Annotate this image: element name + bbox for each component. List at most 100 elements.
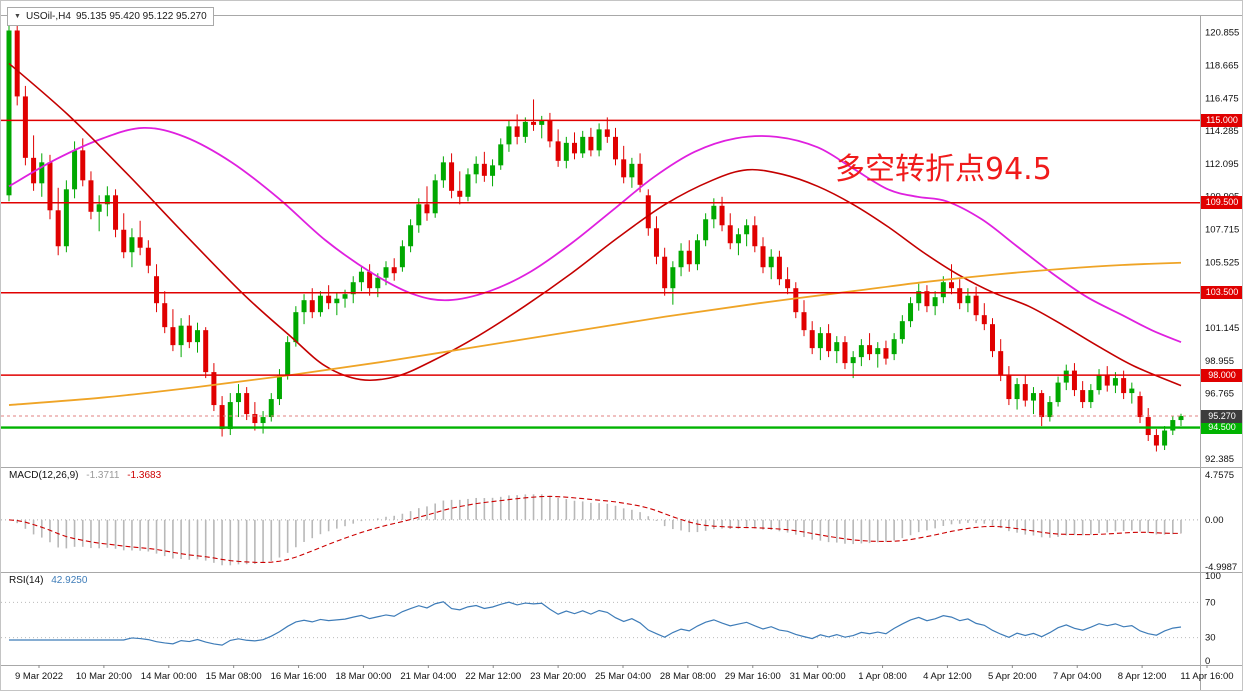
candle-body: [162, 303, 168, 328]
candle-body: [752, 225, 758, 247]
candle-body: [973, 295, 979, 316]
candle-body: [383, 267, 389, 278]
price-axis-label: 98.955: [1205, 356, 1234, 367]
candle-body: [1022, 384, 1028, 401]
price-axis-label: 92.385: [1205, 454, 1234, 465]
price-axis-label: 107.715: [1205, 225, 1239, 236]
time-axis-label: 25 Mar 04:00: [595, 671, 651, 682]
rsi-axis-label: 0: [1205, 656, 1210, 667]
candle-body: [342, 294, 348, 299]
candle-body: [580, 136, 586, 154]
candle-body: [998, 351, 1004, 376]
candle-body: [801, 312, 807, 331]
candle-body: [1104, 375, 1110, 386]
candle-body: [1055, 382, 1061, 403]
candle-body: [531, 121, 537, 125]
candle-body: [1063, 370, 1069, 383]
candle-body: [572, 142, 578, 154]
candle-body: [506, 126, 512, 145]
candle-body: [104, 195, 110, 205]
candle-body: [514, 126, 520, 137]
resistance-price-badge: 115.000: [1201, 113, 1242, 127]
macd-signal-line: [8, 495, 1182, 564]
rsi-axis-label: 70: [1205, 597, 1216, 608]
time-axis-label: 28 Mar 08:00: [660, 671, 716, 682]
candle-body: [1088, 390, 1094, 403]
candle-body: [867, 345, 873, 355]
candle-body: [629, 163, 635, 178]
candle-body: [1006, 375, 1012, 400]
candle-body: [858, 345, 864, 358]
candle-body: [645, 195, 651, 229]
collapse-arrow-icon[interactable]: ▼: [14, 13, 21, 20]
time-axis-label: 7 Apr 04:00: [1053, 671, 1102, 682]
candle-body: [72, 150, 78, 190]
resistance-price-badge: 98.000: [1201, 368, 1242, 382]
candle-body: [449, 162, 455, 191]
candle-body: [203, 330, 209, 373]
candle-body: [154, 276, 160, 304]
time-axis-label: 11 Apr 16:00: [1180, 671, 1233, 682]
rsi-indicator-label: RSI(14) 42.9250: [9, 575, 92, 586]
time-axis-label: 5 Apr 20:00: [988, 671, 1037, 682]
candle-body: [252, 414, 258, 424]
candle-body: [211, 372, 217, 406]
time-axis-label: 14 Mar 00:00: [141, 671, 197, 682]
candle-body: [981, 315, 987, 325]
macd-main-value: -1.3711: [86, 470, 120, 481]
time-axis-label: 29 Mar 16:00: [725, 671, 781, 682]
candle-body: [1129, 388, 1135, 394]
candle-body: [834, 342, 840, 352]
candle-body: [957, 288, 963, 304]
candle-body: [916, 291, 922, 304]
symbol-timeframe-label: USOil-,H4: [25, 11, 71, 22]
candle-body: [924, 291, 930, 307]
ma-red: [8, 62, 1182, 387]
candle-body: [686, 250, 692, 265]
candle-body: [678, 250, 684, 268]
time-axis-label: 15 Mar 08:00: [206, 671, 262, 682]
time-axis-label: 22 Mar 12:00: [465, 671, 521, 682]
ma-orange: [8, 261, 1182, 406]
price-axis-label: 101.145: [1205, 323, 1239, 334]
candle-body: [178, 325, 184, 346]
resistance-price-badge: 103.500: [1201, 286, 1242, 300]
candle-body: [1080, 390, 1086, 403]
candle-body: [481, 163, 487, 176]
candle-body: [39, 162, 45, 184]
candle-body: [842, 342, 848, 364]
rsi-current-value: 42.9250: [51, 575, 88, 586]
candle-body: [785, 279, 791, 289]
time-axis-label: 21 Mar 04:00: [400, 671, 456, 682]
candle-body: [940, 282, 946, 298]
candle-body: [547, 120, 553, 142]
macd-indicator-label: MACD(12,26,9) -1.3711 -1.3683: [9, 470, 166, 481]
candle-body: [711, 205, 717, 220]
candle-body: [1137, 396, 1143, 418]
time-axis-label: 10 Mar 20:00: [76, 671, 132, 682]
candle-body: [891, 339, 897, 355]
candle-body: [1014, 384, 1020, 400]
candle-body: [604, 129, 610, 137]
candle-body: [121, 229, 127, 253]
candle-body: [301, 300, 307, 313]
candle-body: [1145, 417, 1151, 436]
chart-annotation-text[interactable]: 多空转折点94.5: [835, 152, 1052, 187]
candle-body: [350, 282, 356, 295]
candle-body: [1162, 430, 1168, 446]
candle-body: [145, 247, 151, 266]
candle-body: [793, 288, 799, 313]
macd-name: MACD(12,26,9): [9, 470, 79, 481]
candle-body: [334, 298, 340, 304]
candle-body: [883, 348, 889, 359]
rsi-line: [9, 601, 1182, 646]
candle-body: [1112, 378, 1118, 386]
candle-body: [875, 348, 881, 355]
candle-body: [80, 150, 86, 181]
candle-body: [498, 144, 504, 166]
candle-body: [809, 330, 815, 349]
candle-body: [776, 256, 782, 280]
candle-body: [170, 327, 176, 346]
time-axis-label: 16 Mar 16:00: [271, 671, 327, 682]
